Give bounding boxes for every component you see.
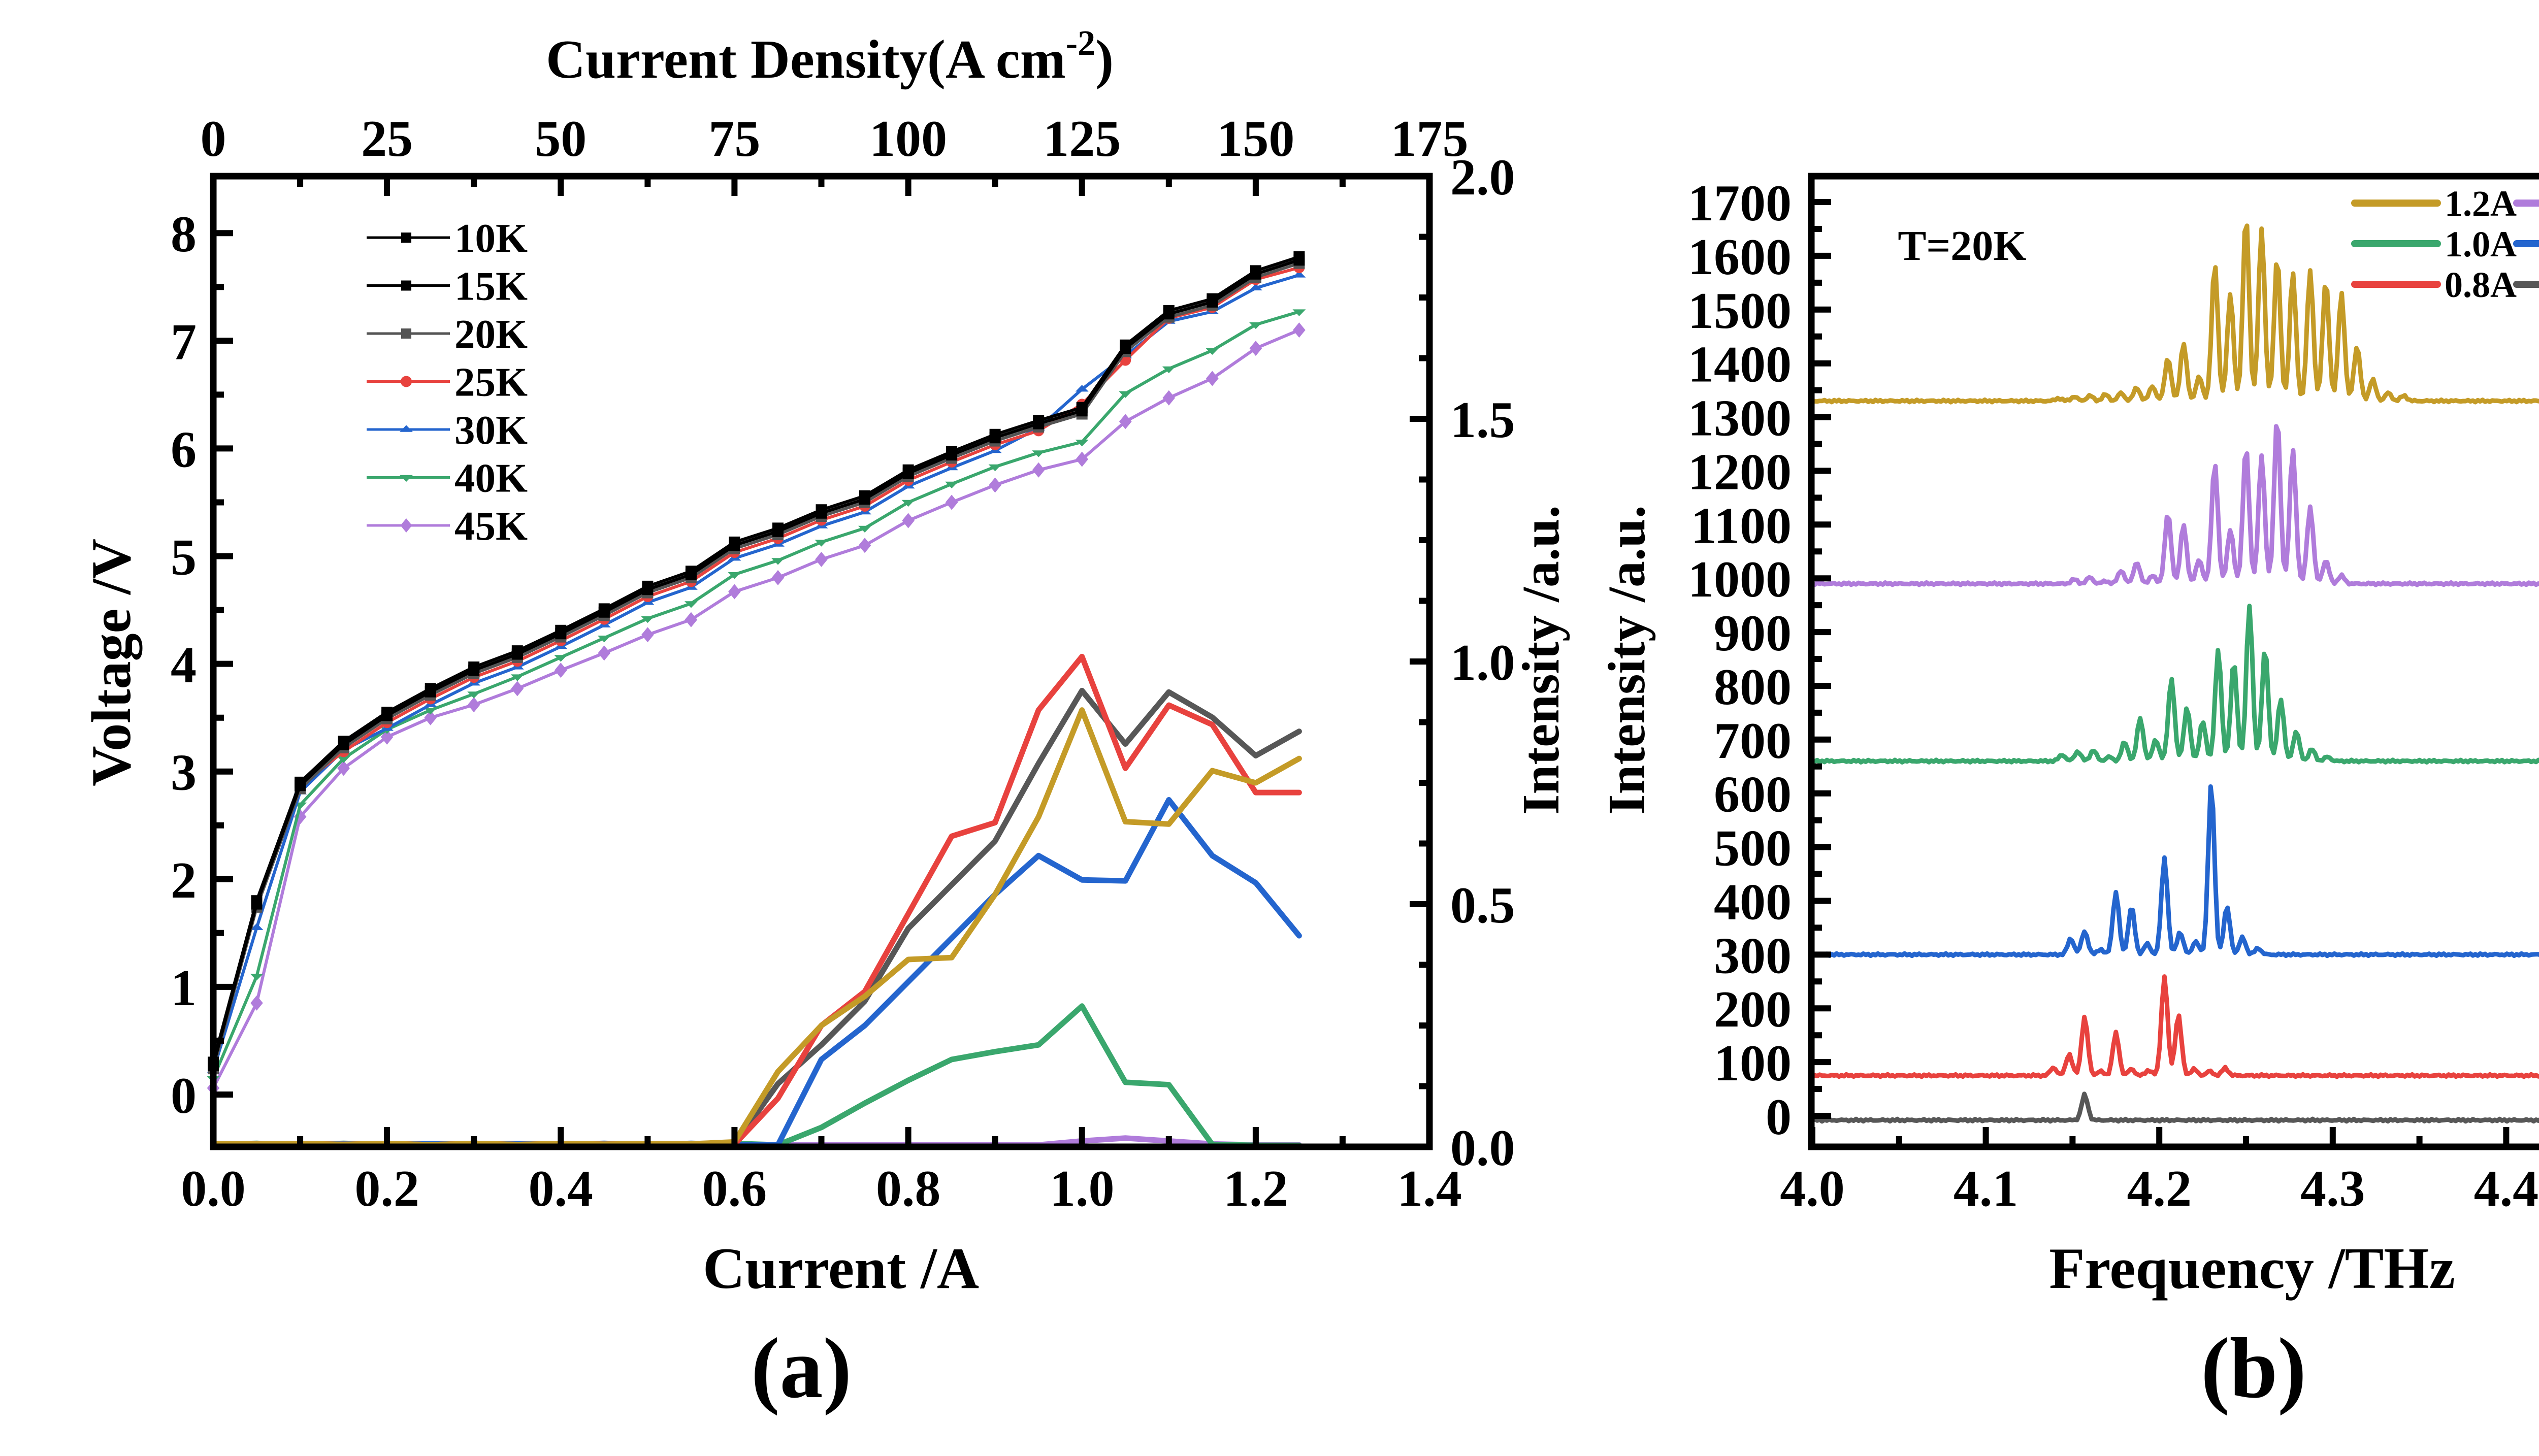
svg-text:600: 600: [1714, 766, 1792, 823]
svg-text:1.0A: 1.0A: [2445, 224, 2517, 264]
svg-text:0: 0: [1766, 1088, 1792, 1146]
svg-text:150: 150: [1217, 110, 1294, 168]
svg-text:Current Density(A cm-2): Current Density(A cm-2): [546, 24, 1114, 90]
svg-text:100: 100: [869, 110, 947, 168]
svg-text:Voltage /V: Voltage /V: [80, 539, 142, 786]
svg-text:10K: 10K: [454, 215, 528, 261]
svg-text:2: 2: [171, 852, 197, 909]
svg-text:700: 700: [1714, 712, 1792, 770]
svg-text:45K: 45K: [454, 503, 528, 549]
svg-text:100: 100: [1714, 1035, 1792, 1092]
svg-text:1500: 1500: [1688, 282, 1792, 340]
svg-text:0.8: 0.8: [876, 1160, 941, 1217]
svg-text:0.0: 0.0: [1450, 1119, 1515, 1177]
svg-text:0.0: 0.0: [181, 1160, 246, 1217]
svg-text:(b): (b): [2201, 1320, 2306, 1416]
svg-text:2.0: 2.0: [1450, 149, 1515, 206]
svg-text:25: 25: [361, 110, 413, 168]
svg-text:5: 5: [171, 529, 197, 586]
svg-text:20K: 20K: [454, 311, 528, 357]
svg-text:25K: 25K: [454, 359, 528, 405]
svg-text:0.4: 0.4: [529, 1160, 594, 1217]
svg-text:0.2: 0.2: [354, 1160, 419, 1217]
svg-text:125: 125: [1043, 110, 1121, 168]
svg-text:1.0: 1.0: [1050, 1160, 1115, 1217]
svg-text:30K: 30K: [454, 407, 528, 453]
svg-text:8: 8: [171, 206, 197, 263]
svg-text:T=20K: T=20K: [1898, 222, 2026, 270]
svg-text:900: 900: [1714, 605, 1792, 662]
svg-text:0: 0: [171, 1067, 197, 1124]
svg-text:1.2: 1.2: [1223, 1160, 1288, 1217]
svg-text:1400: 1400: [1688, 336, 1792, 393]
svg-text:300: 300: [1714, 927, 1792, 984]
svg-text:1.0: 1.0: [1450, 634, 1515, 691]
svg-text:0.8A: 0.8A: [2445, 264, 2517, 305]
svg-text:3: 3: [171, 744, 197, 802]
svg-text:(a): (a): [751, 1320, 852, 1416]
svg-text:40K: 40K: [454, 455, 528, 501]
svg-text:1600: 1600: [1688, 228, 1792, 286]
svg-text:15K: 15K: [454, 263, 528, 309]
svg-text:1300: 1300: [1688, 390, 1792, 447]
svg-text:800: 800: [1714, 658, 1792, 716]
svg-text:200: 200: [1714, 981, 1792, 1038]
svg-text:500: 500: [1714, 820, 1792, 877]
svg-text:Frequency /THz: Frequency /THz: [2049, 1236, 2455, 1301]
svg-text:1: 1: [171, 959, 197, 1017]
svg-text:1.4: 1.4: [1397, 1160, 1462, 1217]
svg-text:400: 400: [1714, 874, 1792, 931]
svg-text:1000: 1000: [1688, 551, 1792, 608]
svg-text:0.5: 0.5: [1450, 877, 1515, 934]
svg-text:Intensity /a.u.: Intensity /a.u.: [1598, 505, 1656, 815]
svg-text:Intensity /a.u.: Intensity /a.u.: [1512, 505, 1570, 815]
svg-text:4: 4: [171, 637, 197, 694]
svg-text:1700: 1700: [1688, 175, 1792, 232]
svg-text:4.2: 4.2: [2127, 1160, 2192, 1217]
svg-text:0.6: 0.6: [702, 1160, 767, 1217]
svg-text:6: 6: [171, 421, 197, 478]
svg-text:0: 0: [201, 110, 226, 168]
svg-text:50: 50: [535, 110, 587, 168]
svg-text:Current /A: Current /A: [703, 1236, 979, 1301]
svg-text:4.3: 4.3: [2300, 1160, 2365, 1217]
svg-text:1100: 1100: [1691, 497, 1792, 554]
svg-text:7: 7: [171, 313, 197, 371]
svg-text:1.5: 1.5: [1450, 391, 1515, 449]
svg-text:4.0: 4.0: [1780, 1160, 1845, 1217]
svg-text:1.2A: 1.2A: [2445, 183, 2517, 224]
svg-text:1200: 1200: [1688, 443, 1792, 501]
svg-text:175: 175: [1391, 110, 1469, 168]
svg-text:75: 75: [708, 110, 760, 168]
svg-text:4.1: 4.1: [1954, 1160, 2019, 1217]
svg-text:4.4: 4.4: [2474, 1160, 2539, 1217]
